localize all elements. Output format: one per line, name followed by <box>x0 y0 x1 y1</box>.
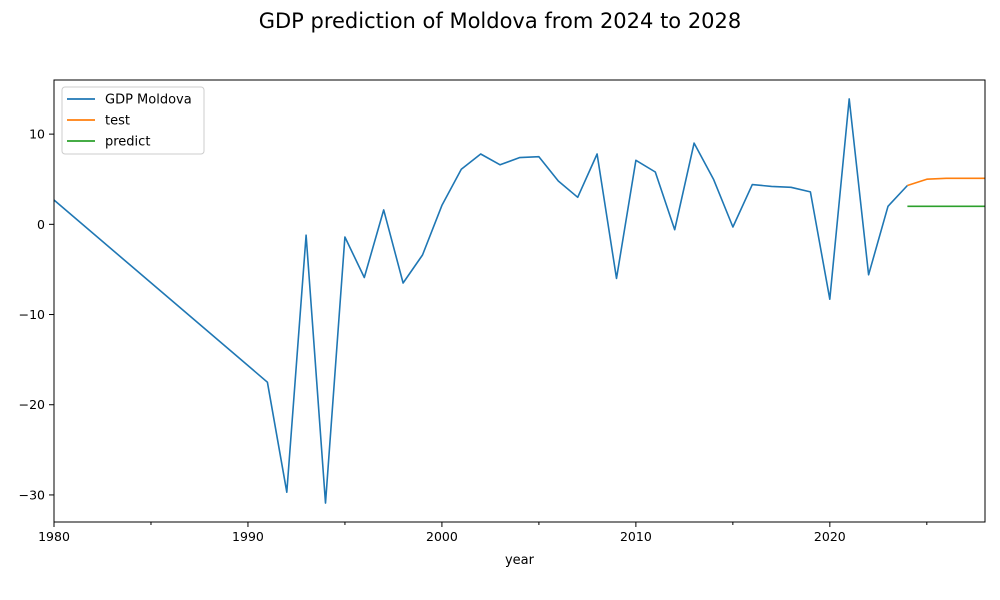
x-tick-label: 2000 <box>426 529 458 544</box>
y-tick-label: 0 <box>37 217 45 232</box>
legend-label-0: GDP Moldova <box>105 93 192 108</box>
y-tick-label: 10 <box>29 127 45 142</box>
y-tick-label: −10 <box>19 307 45 322</box>
y-tick-label: −30 <box>19 487 45 502</box>
x-tick-label: 2010 <box>620 529 652 544</box>
legend-label-2: predict <box>105 135 150 150</box>
legend-label-1: test <box>105 114 130 129</box>
x-tick-label: 1990 <box>232 529 264 544</box>
y-axis: 10 0 −10 −20 −30 <box>19 127 54 502</box>
x-axis-label: year <box>505 553 535 568</box>
x-tick-label: 1980 <box>38 529 70 544</box>
legend: GDP Moldova test predict <box>61 86 205 155</box>
y-tick-label: −20 <box>19 397 45 412</box>
plot-area <box>53 98 985 504</box>
series-line-1 <box>907 177 985 187</box>
axes-frame <box>53 79 986 523</box>
legend-box <box>61 86 205 155</box>
x-tick-label: 2020 <box>814 529 846 544</box>
series-line-0 <box>53 98 908 504</box>
chart-title: GDP prediction of Moldova from 2024 to 2… <box>259 9 742 33</box>
x-axis: 1980 1990 2000 2010 2020 <box>38 522 928 544</box>
